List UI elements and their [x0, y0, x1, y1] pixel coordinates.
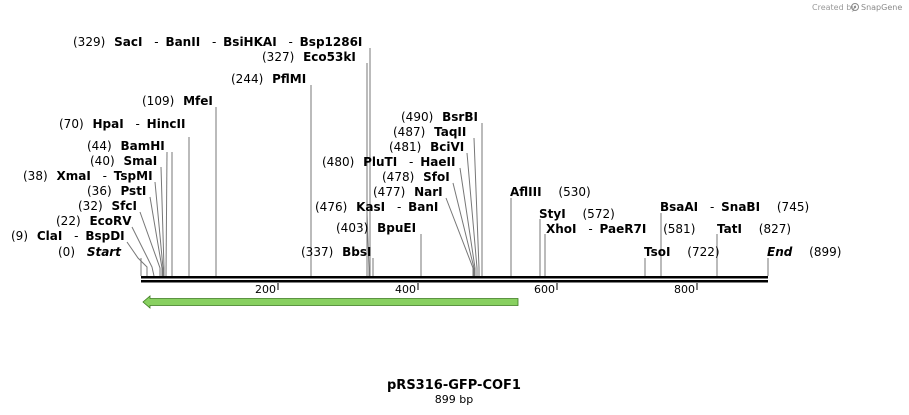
site-label[interactable]: StyI (572) [539, 207, 615, 221]
connector-psti [149, 196, 163, 276]
credit-prefix: Created by [812, 3, 856, 12]
site-label[interactable]: TsoI (722) [644, 245, 720, 259]
restriction-site-labels: (329) SacI - BanII - BsiHKAI - Bsp1286I … [11, 35, 841, 259]
site-name: BsiHKAI [223, 35, 277, 49]
connector-nari [445, 197, 474, 276]
site-connector-lines [126, 48, 769, 277]
connector-clai [126, 241, 148, 276]
site-label[interactable]: (478) SfoI [382, 170, 450, 184]
scale-ticks: 200 400 600 800 [255, 283, 698, 296]
connector-sfci [139, 211, 161, 276]
connector-smai [160, 166, 165, 276]
map-title: pRS316-GFP-COF1 [387, 378, 521, 393]
connector-ecorv [131, 226, 155, 277]
site-label[interactable]: AflIII (530) [510, 185, 591, 199]
site-label[interactable]: (403) BpuEI [336, 221, 416, 235]
dna-backbone [141, 276, 768, 283]
site-label[interactable]: (9) ClaI - BspDI [11, 229, 125, 243]
tick-label: 400 [395, 283, 416, 296]
site-label[interactable]: (490) BsrBI [401, 110, 478, 124]
site-name: Bsp1286I [300, 35, 363, 49]
connector-kasi [366, 212, 370, 276]
site-label[interactable]: (22) EcoRV [56, 214, 132, 228]
tick-label: 800 [674, 283, 695, 296]
site-label[interactable]: (476) KasI - BanI [315, 200, 438, 214]
site-label[interactable]: (487) TaqII [393, 125, 466, 139]
site-label[interactable]: (36) PstI [87, 184, 146, 198]
site-label[interactable]: TatI (827) [717, 222, 791, 236]
snapgene-logo-icon [851, 3, 859, 11]
site-label[interactable]: (477) NarI [373, 185, 443, 199]
connector-pluti [459, 167, 476, 276]
credit-brand: SnapGene [861, 3, 902, 12]
site-label[interactable]: (32) SfcI [78, 199, 137, 213]
site-label[interactable]: (40) SmaI [90, 154, 157, 168]
connector-xmai [154, 181, 164, 276]
connector-taqii [473, 137, 480, 276]
site-label[interactable]: (44) BamHI [87, 139, 165, 153]
site-label[interactable]: (109) MfeI [142, 94, 213, 108]
site-label[interactable]: (481) BciVI [389, 140, 464, 154]
connector-sfoi [452, 182, 475, 276]
site-label[interactable]: (70) HpaI - HincII [59, 117, 185, 131]
tick-label: 200 [255, 283, 276, 296]
site-label[interactable]: XhoI - PaeR7I (581) [546, 222, 695, 236]
site-label[interactable]: (480) PluTI - HaeII [322, 155, 455, 169]
site-label[interactable]: BsaAI - SnaBI (745) [660, 200, 809, 214]
feature-arrow[interactable] [142, 295, 519, 309]
site-position: (329) [73, 35, 105, 49]
site-label[interactable]: End (899) [767, 245, 841, 259]
connector-bamhi [165, 151, 168, 277]
site-label[interactable]: (38) XmaI - TspMI [23, 169, 153, 183]
site-label[interactable]: (0) Start [58, 245, 122, 259]
site-name: BanII [165, 35, 200, 49]
map-length: 899 bp [435, 393, 473, 406]
site-label[interactable]: (337) BbsI [301, 245, 371, 259]
site-label[interactable]: (244) PflMI [231, 72, 306, 86]
site-name: SacI [114, 35, 142, 49]
connector-bcivi [466, 152, 478, 276]
site-label[interactable]: (329) SacI - BanII - BsiHKAI - Bsp1286I [73, 35, 362, 49]
tick-label: 600 [534, 283, 555, 296]
site-label[interactable]: (327) Eco53kI [262, 50, 356, 64]
